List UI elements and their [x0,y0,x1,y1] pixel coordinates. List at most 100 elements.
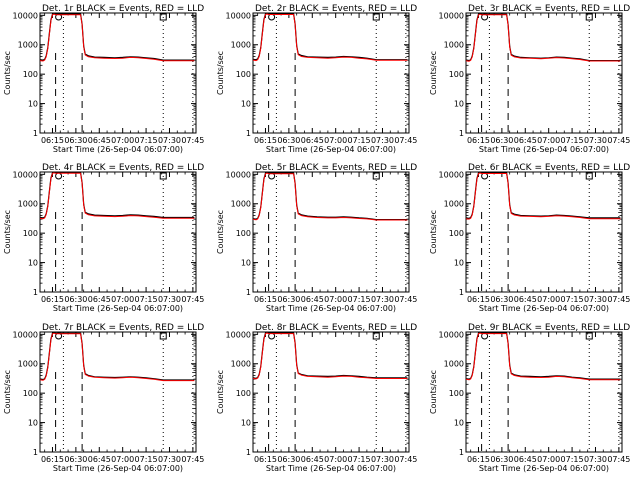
x-axis-label: Start Time (26-Sep-04 06:07:00) [266,464,396,473]
panel-title: Det. 3r BLACK = Events, RED = LLD [468,4,630,14]
plot-frame [39,331,197,453]
x-axis-label: Start Time (26-Sep-04 06:07:00) [266,145,396,154]
x-tick-label: 07:30 [371,455,394,464]
x-axis-label: Start Time (26-Sep-04 06:07:00) [53,304,183,313]
x-axis-label: Start Time (26-Sep-04 06:07:00) [479,145,609,154]
y-tick-label: 10000 [439,330,464,339]
marker-square [585,172,593,180]
x-tick-label: 07:15 [561,136,584,145]
y-tick-label: 1 [246,129,251,138]
plot-frame [39,171,197,293]
x-tick-label: 06:15 [41,136,64,145]
x-tick-label: 06:15 [254,136,277,145]
y-axis-label: Counts/sec [216,210,225,254]
y-tick-label: 1000 [444,200,464,209]
y-tick-label: 100 [236,70,251,79]
marker-square [372,13,380,21]
series-lld-line [39,172,195,220]
y-tick-label: 10 [454,259,464,268]
y-tick-label: 10000 [439,170,464,179]
x-tick-label: 06:15 [254,295,277,304]
x-tick-label: 07:30 [371,136,394,145]
x-tick-label: 06:30 [64,136,87,145]
x-tick-label: 07:15 [135,455,158,464]
x-tick-label: 06:30 [277,455,300,464]
x-tick-label: 07:45 [181,295,204,304]
y-axis-label: Counts/sec [3,210,12,254]
y-tick-label: 100 [23,229,38,238]
x-tick-label: 07:00 [111,295,134,304]
plot-frame [252,171,410,293]
detector-panel-5: Det. 5r BLACK = Events, RED = LLD 1 10 100 1… [216,163,417,313]
y-tick-label: 100 [236,229,251,238]
y-tick-label: 10000 [13,170,38,179]
x-axis-label: Start Time (26-Sep-04 06:07:00) [53,464,183,473]
x-tick-label: 07:15 [348,455,371,464]
x-tick-label: 06:45 [514,295,537,304]
x-tick-label: 06:45 [514,455,537,464]
x-tick-label: 07:45 [394,295,417,304]
series-lld-line [465,172,621,220]
x-tick-label: 06:15 [467,136,490,145]
plot-frame [252,12,410,134]
plot-frame [39,12,197,134]
x-tick-label: 07:15 [561,295,584,304]
y-tick-label: 10 [28,419,38,428]
marker-circle [55,172,63,180]
y-tick-label: 1 [459,448,464,457]
series-events-line [465,171,621,219]
detector-panel-8: Det. 8r BLACK = Events, RED = LLD 1 10 100 1… [216,323,417,473]
series-lld-line [465,13,621,62]
panel-title: Det. 7r BLACK = Events, RED = LLD [42,323,204,333]
y-tick-label: 100 [23,389,38,398]
x-tick-label: 07:00 [324,455,347,464]
y-tick-label: 100 [449,389,464,398]
detector-panel-1: Det. 1r BLACK = Events, RED = LLD 1 10 100 1… [3,4,204,154]
series-events-line [252,12,408,61]
marker-square [372,332,380,340]
x-tick-label: 06:30 [490,455,513,464]
x-tick-label: 06:15 [41,295,64,304]
x-tick-label: 07:45 [181,455,204,464]
panel-title: Det. 1r BLACK = Events, RED = LLD [42,4,204,14]
y-axis-label: Counts/sec [429,210,438,254]
plot-frame [465,171,623,293]
detector-panel-6: Det. 6r BLACK = Events, RED = LLD 1 10 100 1… [429,163,630,313]
x-tick-label: 06:45 [301,455,324,464]
y-tick-label: 1000 [18,41,38,50]
panel-title: Det. 6r BLACK = Events, RED = LLD [468,163,630,173]
panel-title: Det. 2r BLACK = Events, RED = LLD [255,4,417,14]
x-tick-label: 07:00 [111,455,134,464]
x-tick-label: 07:30 [584,295,607,304]
y-tick-label: 1 [246,288,251,297]
y-tick-label: 10000 [13,11,38,20]
marker-square [159,13,167,21]
y-tick-label: 10000 [226,170,251,179]
x-tick-label: 07:30 [158,136,181,145]
x-axis-label: Start Time (26-Sep-04 06:07:00) [53,145,183,154]
y-tick-label: 1000 [231,360,251,369]
y-tick-label: 1000 [18,360,38,369]
panel-title: Det. 8r BLACK = Events, RED = LLD [255,323,417,333]
x-tick-label: 07:15 [135,136,158,145]
y-tick-label: 1 [33,448,38,457]
y-axis-label: Counts/sec [429,370,438,414]
x-tick-label: 06:45 [514,136,537,145]
y-tick-label: 1000 [444,41,464,50]
y-tick-label: 1 [33,288,38,297]
series-lld-line [252,13,408,62]
plot-frame [465,12,623,134]
y-axis-label: Counts/sec [3,370,12,414]
panel-title: Det. 5r BLACK = Events, RED = LLD [255,163,417,173]
y-tick-label: 10000 [439,11,464,20]
y-tick-label: 1 [33,129,38,138]
y-axis-label: Counts/sec [216,370,225,414]
x-tick-label: 07:15 [348,295,371,304]
y-axis-label: Counts/sec [216,51,225,95]
x-tick-label: 07:45 [181,136,204,145]
x-tick-label: 06:30 [277,295,300,304]
x-tick-label: 06:45 [88,455,111,464]
marker-square [585,332,593,340]
detector-panel-7: Det. 7r BLACK = Events, RED = LLD 1 10 100 1… [3,323,204,473]
